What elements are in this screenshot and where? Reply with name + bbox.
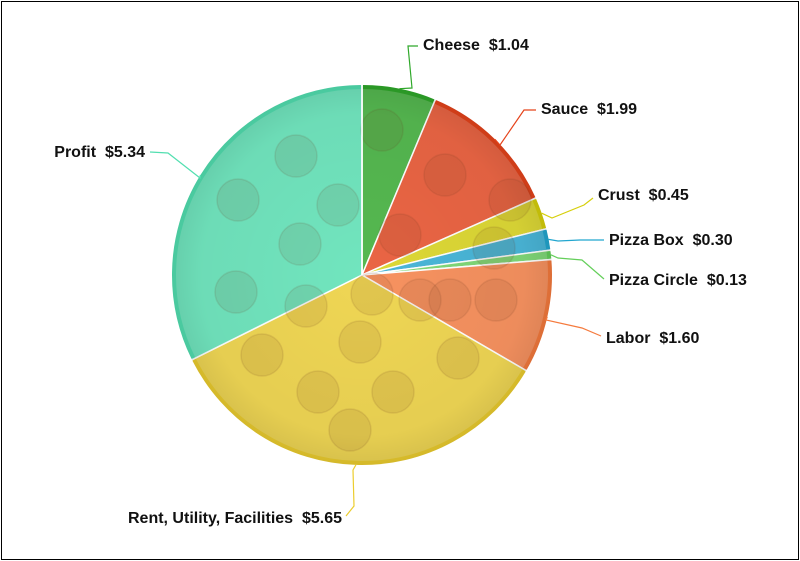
- pepperoni-texture-1: [274, 134, 318, 178]
- pepperoni-texture-21: [398, 278, 442, 322]
- leader-sauce: [494, 109, 536, 146]
- pepperoni-texture-8: [214, 270, 258, 314]
- leader-pizza-circle: [550, 254, 605, 280]
- label-sauce: Sauce $1.99: [541, 101, 637, 118]
- slice-labels: Cheese $1.04 Sauce $1.99 Crust $0.45 Piz…: [54, 37, 747, 527]
- pepperoni-texture-15: [474, 278, 518, 322]
- pepperoni-texture-10: [284, 284, 328, 328]
- leader-profit: [149, 151, 201, 180]
- leader-lines: [149, 45, 605, 517]
- pepperoni-texture-5: [423, 153, 467, 197]
- pepperoni-texture-18: [371, 370, 415, 414]
- leader-labor: [545, 316, 602, 337]
- label-pizza-circle: Pizza Circle $0.13: [609, 272, 747, 289]
- pepperoni-texture-20: [488, 178, 532, 222]
- leader-rent: [345, 464, 357, 517]
- pepperoni-texture-9: [472, 226, 516, 270]
- pepperoni-texture-14: [338, 320, 382, 364]
- label-labor: Labor $1.60: [606, 330, 699, 347]
- leader-cheese: [399, 45, 418, 90]
- pepperoni-texture-17: [296, 370, 340, 414]
- label-profit: Profit $5.34: [54, 144, 145, 161]
- pepperoni-texture-13: [240, 333, 284, 377]
- pepperoni-texture-16: [436, 336, 480, 380]
- pepperoni-texture-2: [360, 108, 404, 152]
- label-rent-utility-facilities: Rent, Utility, Facilities $5.65: [128, 510, 342, 527]
- pepperoni-texture-3: [216, 178, 260, 222]
- pepperoni-texture-6: [278, 222, 322, 266]
- label-cheese: Cheese $1.04: [423, 37, 529, 54]
- pepperoni-texture-11: [350, 272, 394, 316]
- pepperoni-texture-4: [316, 183, 360, 227]
- label-crust: Crust $0.45: [598, 187, 689, 204]
- label-pizza-box: Pizza Box $0.30: [609, 232, 733, 249]
- pepperoni-texture-7: [378, 213, 422, 257]
- pepperoni-texture-19: [328, 408, 372, 452]
- pizza-texture: [172, 85, 552, 465]
- pepperoni-texture-12: [428, 278, 472, 322]
- leader-pizza-box: [548, 238, 604, 242]
- leader-crust: [541, 197, 594, 219]
